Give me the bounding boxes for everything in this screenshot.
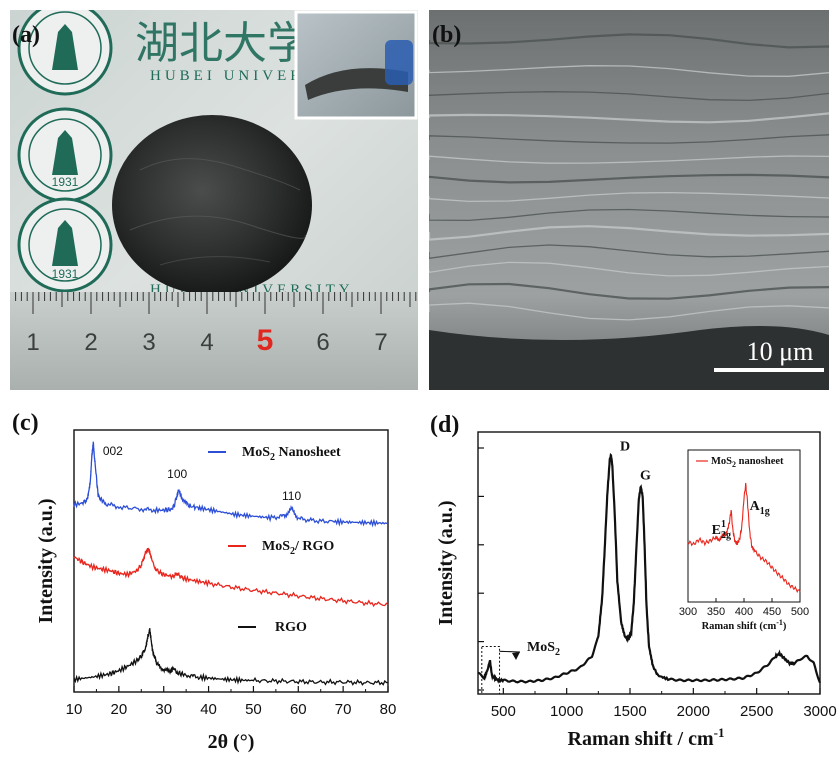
raman-peak-label: G: [640, 468, 651, 483]
seal-year: 1931: [52, 175, 79, 189]
xrd-x-tick-label: 30: [155, 701, 172, 718]
raman-chart: 500 1000 1500 2000 2500 3000 DG MoS2 Intensity…: [435, 431, 837, 750]
scale-bar-label: 10 μm: [747, 337, 814, 366]
sem-layer-line: [429, 65, 829, 77]
panel-b-label: (b): [432, 22, 461, 48]
xrd-peak-label: 100: [167, 467, 187, 481]
ruler-number: 6: [316, 329, 329, 356]
xrd-x-tick-label: 20: [111, 701, 128, 718]
ruler-number: 4: [200, 329, 213, 356]
ruler-number: 2: [84, 329, 97, 356]
raman-inset-x-tick-label: 350: [707, 606, 725, 618]
xrd-legend-label: RGO: [275, 620, 307, 635]
raman-x-tick-label: 3000: [803, 703, 836, 720]
sem-layer-line: [429, 244, 829, 259]
sem-layer-line: [429, 91, 829, 102]
sem-layer-line: [429, 302, 829, 321]
xrd-x-tick-label: 50: [245, 701, 262, 718]
sem-layer-line: [429, 155, 829, 164]
university-seal-bottom: 1931: [17, 197, 113, 293]
ruler-number: 1: [26, 329, 39, 356]
panel-a-photo: 1931 1931 湖北大学 HUBEI UNIVERSITY HUBEI UN…: [10, 10, 418, 390]
panel-b-sem: [429, 10, 829, 390]
sem-layer-line: [429, 225, 829, 241]
raman-inset-series-line: [687, 482, 801, 594]
sem-layer-line: [429, 261, 829, 277]
raman-x-tick-label: 2000: [677, 703, 710, 720]
xrd-legend-label: MoS2 Nanosheet: [242, 445, 341, 463]
sem-layer-line: [429, 208, 829, 222]
xrd-x-tick-label: 40: [200, 701, 217, 718]
xrd-series-line: [73, 441, 389, 528]
xrd-x-tick-label: 80: [380, 701, 397, 718]
university-seal-middle: 1931: [17, 107, 113, 203]
xrd-legend-label: MoS2/ RGO: [262, 539, 334, 557]
raman-inset-x-tick-label: 500: [791, 606, 809, 618]
sem-layer-line: [429, 134, 829, 144]
xrd-series-line: [73, 547, 389, 608]
raman-inset-x-tick-label: 400: [735, 606, 753, 618]
sem-layer-line: [429, 282, 829, 300]
raman-x-tick-label: 1500: [613, 703, 646, 720]
ruler: 1 2 3 4 5 6 7: [10, 292, 418, 390]
raman-zoom-arrow: [499, 650, 521, 653]
raman-x-tick-label: 1000: [550, 703, 583, 720]
raman-series-line: [477, 452, 822, 684]
raman-x-tick-label: 2500: [740, 703, 773, 720]
xrd-chart: 10 20 30 40 50 60 70 80 002 100 110 MoS2 Nanoshee…: [35, 429, 397, 753]
xrd-plot-frame: [73, 429, 389, 693]
film-disc: [112, 115, 312, 295]
sem-layer-line: [429, 112, 829, 124]
xrd-x-tick-label: 70: [335, 701, 352, 718]
sem-layer-line: [429, 173, 829, 184]
scale-bar-line: [714, 368, 824, 372]
panel-c-label: (c): [12, 410, 39, 436]
sem-layers: [429, 33, 829, 321]
raman-inset-peak-e: E1 2g: [712, 519, 731, 541]
raman-zoom-box: [481, 645, 501, 695]
raman-x-axis-title: Raman shift / cm-1: [568, 725, 725, 750]
xrd-x-tick-label: 60: [290, 701, 307, 718]
raman-inset-legend-label: MoS2 nanosheet: [711, 456, 784, 469]
raman-y-axis-title: Intensity (a.u.): [435, 500, 457, 625]
sem-layer-line: [429, 191, 829, 203]
panel-d-label: (d): [430, 412, 459, 438]
raman-x-tick-label: 500: [491, 703, 516, 720]
xrd-series-line: [73, 628, 389, 686]
seal-year: 1931: [52, 267, 79, 281]
panel-a-label: (a): [12, 22, 40, 48]
university-seal-top: [17, 10, 113, 96]
raman-plot-frame: [477, 431, 821, 695]
raman-inset-x-tick-label: 450: [763, 606, 781, 618]
inset-photo: [294, 10, 418, 120]
raman-inset-x-axis-title: Raman shift (cm-1): [702, 618, 787, 632]
xrd-y-axis-title: Intensity (a.u.): [35, 498, 57, 623]
scale-bar: 10 μm: [714, 337, 824, 372]
xrd-peak-label: 110: [282, 489, 301, 503]
university-calligraphy: 湖北大学: [135, 18, 311, 69]
raman-inset-peak-a: A1g: [750, 499, 770, 517]
sem-layer-line: [429, 33, 829, 49]
raman-mos2-label: MoS2: [527, 640, 560, 658]
sem-shadow: [429, 326, 829, 390]
xrd-x-axis-title: 2θ (°): [208, 731, 255, 753]
ruler-number: 5: [257, 324, 274, 357]
raman-inset: MoS2 nanosheet E1 2g A1g 300 350 400 450 500 Rama…: [679, 449, 809, 632]
raman-zoom-arrowhead: [512, 652, 520, 660]
ruler-number: 7: [374, 329, 387, 356]
xrd-x-tick-label: 10: [66, 701, 83, 718]
ruler-number: 3: [142, 329, 155, 356]
raman-inset-x-tick-label: 300: [679, 606, 697, 618]
raman-peak-label: D: [620, 439, 630, 454]
xrd-peak-label: 002: [103, 444, 123, 458]
